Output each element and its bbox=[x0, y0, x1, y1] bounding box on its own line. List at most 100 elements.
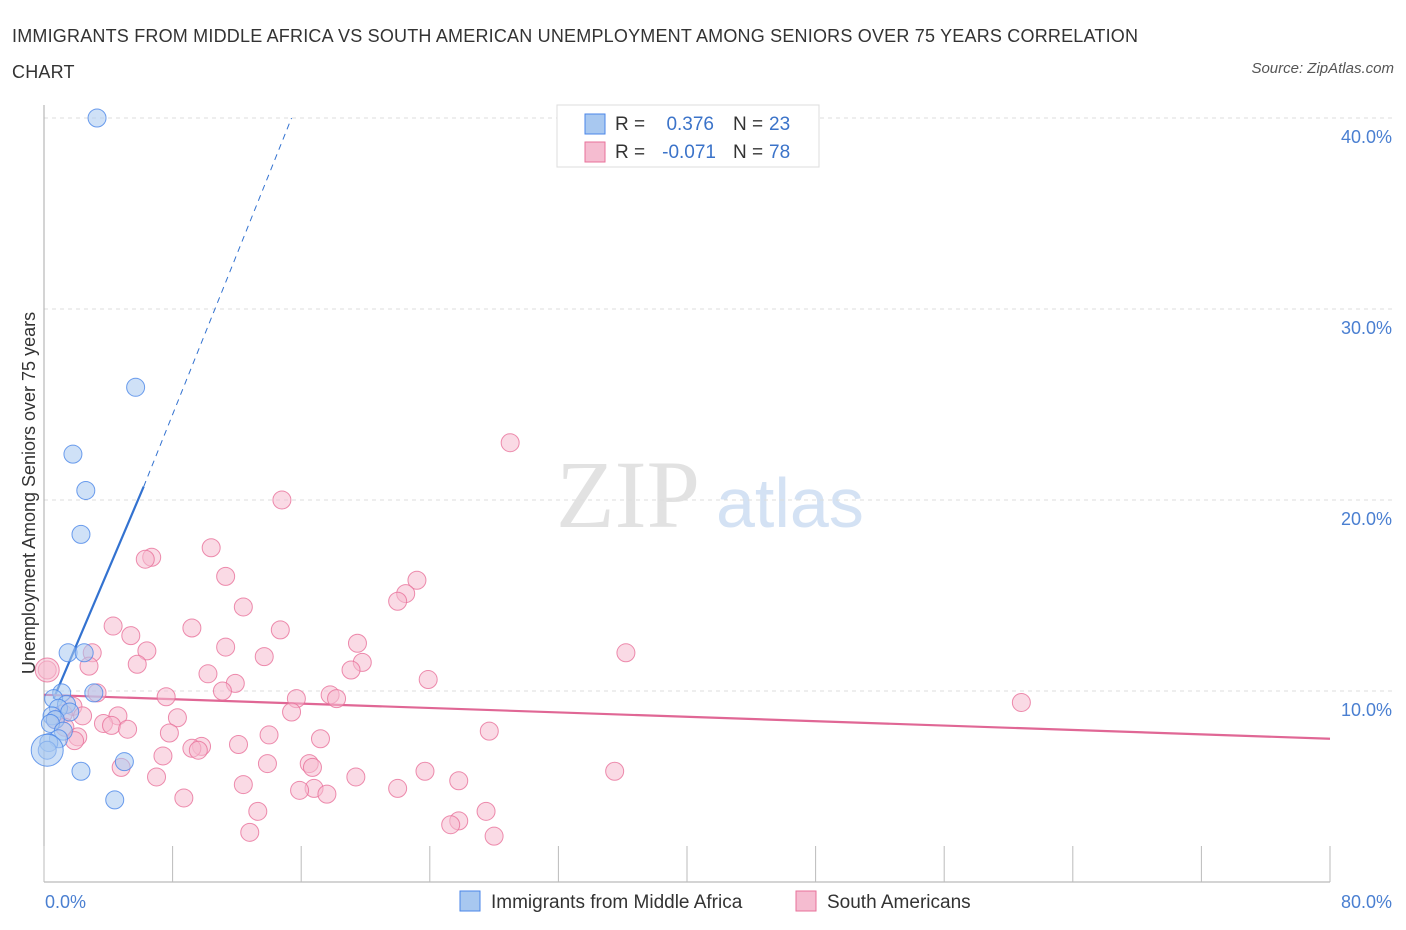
pink-point bbox=[102, 715, 122, 735]
blue-trend-line bbox=[52, 486, 145, 700]
pink-point bbox=[310, 729, 330, 749]
chart-source: Source: ZipAtlas.com bbox=[1251, 60, 1394, 77]
pink-point bbox=[198, 664, 218, 684]
pink-point bbox=[121, 626, 141, 646]
pink-point bbox=[103, 616, 123, 636]
blue-point bbox=[63, 444, 83, 464]
y-tick-label: 20.0% bbox=[1341, 509, 1392, 529]
watermark: ZIP atlas bbox=[556, 441, 864, 548]
pink-point bbox=[147, 767, 167, 787]
pink-point bbox=[347, 633, 367, 653]
legend-n-value-pink: 78 bbox=[769, 142, 790, 163]
pink-point bbox=[254, 647, 274, 667]
blue-point bbox=[76, 480, 96, 500]
y-axis-label: Unemployment Among Seniors over 75 years bbox=[19, 312, 39, 674]
legend-n-value-blue: 23 bbox=[769, 114, 790, 135]
pink-point bbox=[216, 637, 236, 657]
series-legend-label-pink: South Americans bbox=[827, 892, 971, 913]
pink-point bbox=[182, 618, 202, 638]
y-tick-label: 30.0% bbox=[1341, 318, 1392, 338]
pink-point bbox=[270, 620, 290, 640]
pink-point bbox=[212, 681, 232, 701]
blue-point bbox=[84, 683, 104, 703]
trend-lines bbox=[43, 117, 1331, 740]
x-tick-label: 80.0% bbox=[1341, 892, 1392, 912]
tick-labels: 10.0% 20.0% 30.0% 40.0% 0.0% 80.0% bbox=[45, 127, 1392, 912]
pink-point bbox=[407, 570, 427, 590]
data-points bbox=[30, 108, 1031, 846]
blue-point bbox=[126, 377, 146, 397]
pink-point bbox=[248, 801, 268, 821]
legend-r-value-pink: -0.071 bbox=[662, 142, 716, 163]
pink-point bbox=[167, 708, 187, 728]
pink-point bbox=[188, 740, 208, 760]
blue-point bbox=[114, 752, 134, 772]
pink-point bbox=[174, 788, 194, 808]
blue-point-cluster bbox=[30, 733, 64, 767]
pink-point bbox=[616, 643, 636, 663]
blue-point bbox=[74, 643, 94, 663]
series-legend-swatch-pink bbox=[795, 890, 817, 912]
pink-point bbox=[302, 757, 322, 777]
pink-point bbox=[159, 723, 179, 743]
pink-point bbox=[418, 670, 438, 690]
legend-n-label-blue: N = bbox=[733, 114, 763, 135]
pink-point bbox=[216, 566, 236, 586]
blue-trend-line-extension bbox=[143, 117, 293, 487]
legend-r-value-blue: 0.376 bbox=[666, 114, 714, 135]
pink-point bbox=[233, 597, 253, 617]
pink-point bbox=[201, 538, 221, 558]
pink-point bbox=[346, 767, 366, 787]
legend-r-label-blue: R = bbox=[615, 114, 645, 135]
pink-point bbox=[290, 780, 310, 800]
pink-point bbox=[233, 775, 253, 795]
pink-point bbox=[118, 719, 138, 739]
pink-point bbox=[127, 654, 147, 674]
watermark-zip: ZIP bbox=[556, 441, 700, 548]
pink-point bbox=[137, 641, 157, 661]
pink-point bbox=[272, 490, 292, 510]
legend-n-label-pink: N = bbox=[733, 142, 763, 163]
pink-point bbox=[317, 784, 337, 804]
series-legend: Immigrants from Middle Africa South Amer… bbox=[459, 890, 971, 913]
pink-point bbox=[1011, 692, 1031, 712]
pink-point bbox=[484, 826, 504, 846]
pink-point bbox=[388, 778, 408, 798]
blue-point bbox=[105, 790, 125, 810]
x-tick-label: 0.0% bbox=[45, 892, 86, 912]
pink-point bbox=[153, 746, 173, 766]
chart-title: IMMIGRANTS FROM MIDDLE AFRICA VS SOUTH A… bbox=[12, 26, 1139, 82]
pink-point bbox=[282, 702, 302, 722]
blue-point bbox=[71, 761, 91, 781]
pink-point bbox=[156, 687, 176, 707]
pink-point bbox=[500, 433, 520, 453]
series-legend-label-blue: Immigrants from Middle Africa bbox=[491, 892, 743, 913]
y-tick-label: 40.0% bbox=[1341, 127, 1392, 147]
pink-point bbox=[415, 761, 435, 781]
stats-legend: R = 0.376 N = 23 R = -0.071 N = 78 bbox=[556, 104, 820, 168]
pink-point bbox=[476, 801, 496, 821]
pink-point bbox=[441, 815, 461, 835]
pink-point bbox=[229, 734, 249, 754]
legend-swatch-pink bbox=[584, 141, 606, 163]
pink-point bbox=[259, 725, 279, 745]
pink-point bbox=[240, 822, 260, 842]
pink-point bbox=[479, 721, 499, 741]
pink-trend-line bbox=[43, 693, 1331, 740]
blue-point bbox=[87, 108, 107, 128]
pink-point bbox=[388, 591, 408, 611]
pink-point bbox=[605, 761, 625, 781]
legend-r-label-pink: R = bbox=[615, 142, 645, 163]
pink-point bbox=[135, 549, 155, 569]
pink-point-cluster bbox=[34, 657, 60, 683]
pink-point bbox=[341, 660, 361, 680]
legend-swatch-blue bbox=[584, 113, 606, 135]
series-legend-swatch-blue bbox=[459, 890, 481, 912]
blue-point bbox=[58, 643, 78, 663]
watermark-atlas: atlas bbox=[716, 464, 864, 542]
pink-point bbox=[327, 689, 347, 709]
y-tick-label: 10.0% bbox=[1341, 700, 1392, 720]
pink-point bbox=[449, 771, 469, 791]
pink-point bbox=[257, 754, 277, 774]
